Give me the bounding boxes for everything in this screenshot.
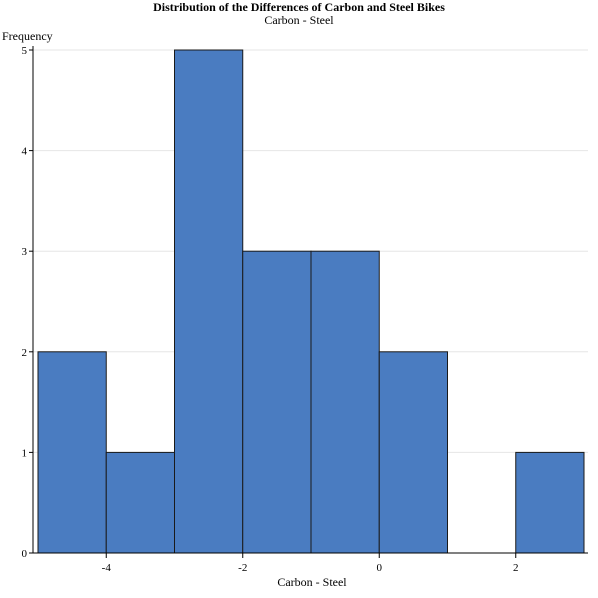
- histogram-bar: [515, 451, 585, 554]
- y-tick-label: 3: [22, 246, 28, 258]
- y-tick-label: 2: [22, 347, 28, 359]
- y-axis-label: Frequency: [2, 29, 53, 43]
- x-tick-label: 0: [377, 562, 383, 574]
- y-ticks: 0 1 2 3 4 5: [22, 45, 33, 560]
- x-ticks: -4 -2 0 2: [102, 553, 519, 574]
- y-tick-label: 4: [22, 146, 28, 158]
- histogram-bars: [37, 49, 585, 554]
- x-tick-label: -2: [238, 562, 247, 574]
- x-tick-label: -4: [102, 562, 112, 574]
- x-axis-label: Carbon - Steel: [277, 575, 347, 589]
- y-tick-label: 1: [22, 447, 28, 459]
- histogram-bar: [174, 49, 244, 554]
- histogram-bar: [37, 351, 107, 554]
- x-tick-label: 2: [513, 562, 519, 574]
- chart-title: Distribution of the Differences of Carbo…: [153, 0, 445, 14]
- chart-subtitle: Carbon - Steel: [264, 13, 334, 27]
- histogram-bar: [378, 351, 448, 554]
- histogram-bar: [310, 250, 380, 554]
- y-tick-label: 5: [22, 45, 28, 57]
- histogram-bar: [105, 451, 175, 554]
- y-tick-label: 0: [22, 548, 28, 560]
- axes: [32, 46, 588, 554]
- histogram-bar: [242, 250, 312, 554]
